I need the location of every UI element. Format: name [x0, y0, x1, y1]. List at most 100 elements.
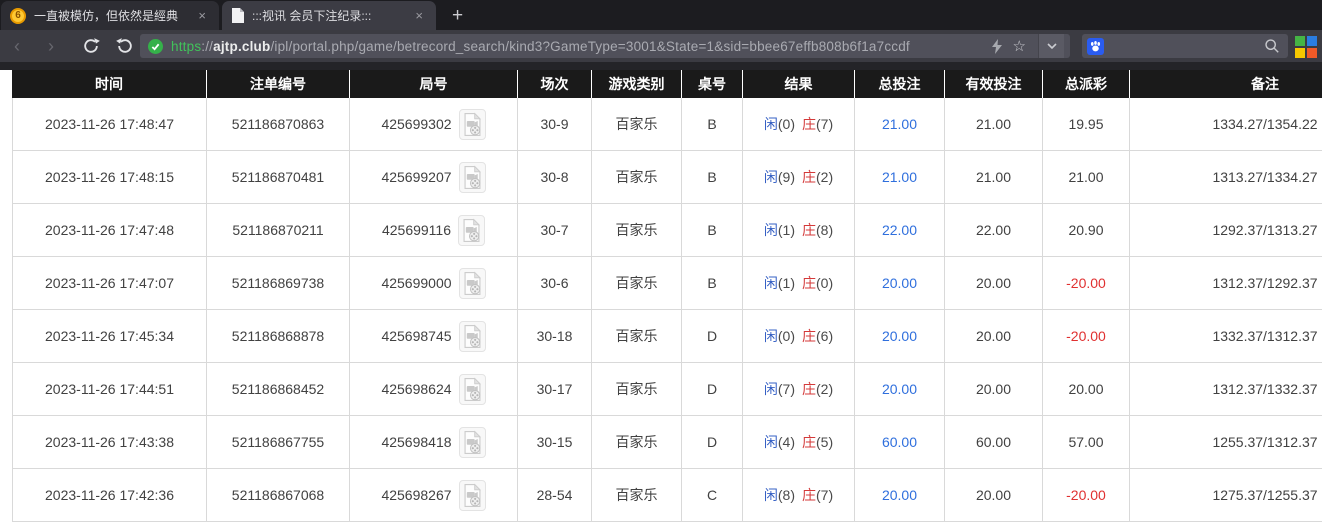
- search-box[interactable]: [1082, 34, 1288, 58]
- video-replay-button[interactable]: [458, 373, 486, 405]
- cell-total-bet[interactable]: 20.00: [855, 363, 945, 416]
- tab-bar: 6 一直被模仿，但依然是經典 × :::视讯 会员下注纪录::: × +: [0, 0, 1322, 30]
- player-points: (0): [777, 116, 795, 132]
- round-number: 425698418: [381, 434, 452, 450]
- forward-icon[interactable]: ›: [48, 36, 54, 56]
- undo-icon[interactable]: [108, 36, 142, 56]
- cell-round: 425698418: [350, 416, 518, 469]
- cell-round: 425698267: [350, 469, 518, 522]
- tab-classic-site[interactable]: 6 一直被模仿，但依然是經典 ×: [1, 1, 219, 30]
- bet-table-body: 2023-11-26 17:48:47 521186870863 4256993…: [12, 98, 1322, 522]
- column-header: 注单编号: [207, 70, 350, 98]
- cell-result: 闲(1) 庄(0): [743, 257, 855, 310]
- video-replay-button[interactable]: [458, 267, 486, 299]
- cell-total-bet[interactable]: 22.00: [855, 204, 945, 257]
- cell-session: 30-8: [518, 151, 592, 204]
- back-icon[interactable]: ‹: [14, 36, 20, 56]
- cell-bet-id: 521186867755: [207, 416, 350, 469]
- table-row: 2023-11-26 17:42:36 521186867068 4256982…: [12, 469, 1322, 522]
- cell-payout: 57.00: [1043, 416, 1130, 469]
- banker-label: 庄: [802, 434, 816, 450]
- video-replay-button[interactable]: [458, 320, 486, 352]
- cell-valid-bet: 20.00: [945, 469, 1043, 522]
- player-label: 闲: [763, 487, 778, 503]
- url-dropdown-icon[interactable]: [1038, 34, 1064, 58]
- cell-session: 28-54: [518, 469, 592, 522]
- column-header: 局号: [350, 70, 518, 98]
- cell-round: 425698745: [350, 310, 518, 363]
- bet-record-page: 时间 注单编号 局号 场次 游戏类别 桌号 结果 总投注 有效投注 总派彩 备注…: [0, 70, 1322, 532]
- tab-title: :::视讯 会员下注纪录:::: [252, 9, 372, 23]
- cell-bet-id: 521186867068: [207, 469, 350, 522]
- cell-total-bet[interactable]: 60.00: [855, 416, 945, 469]
- table-row: 2023-11-26 17:43:38 521186867755 4256984…: [12, 416, 1322, 469]
- cell-valid-bet: 60.00: [945, 416, 1043, 469]
- round-number: 425699207: [381, 169, 452, 185]
- cell-table-no: D: [682, 363, 743, 416]
- cell-game-type: 百家乐: [592, 310, 682, 363]
- player-label: 闲: [763, 434, 778, 450]
- banker-points: (8): [816, 222, 834, 238]
- banker-label: 庄: [802, 169, 816, 185]
- close-icon[interactable]: ×: [415, 8, 423, 23]
- video-file-icon: [464, 430, 481, 454]
- cell-game-type: 百家乐: [592, 204, 682, 257]
- cell-round: 425699000: [350, 257, 518, 310]
- banker-points: (5): [816, 434, 834, 450]
- cell-payout: 20.00: [1043, 363, 1130, 416]
- cell-payout: 19.95: [1043, 98, 1130, 151]
- video-replay-button[interactable]: [458, 426, 486, 458]
- cell-total-bet[interactable]: 20.00: [855, 310, 945, 363]
- cell-payout: 21.00: [1043, 151, 1130, 204]
- column-header: 总派彩: [1043, 70, 1130, 98]
- cell-remark: 1312.37/1292.37: [1130, 257, 1322, 310]
- browser-chrome: 6 一直被模仿，但依然是經典 × :::视讯 会员下注纪录::: × + ‹ ›…: [0, 0, 1322, 70]
- search-icon[interactable]: [1264, 38, 1280, 54]
- cell-total-bet[interactable]: 21.00: [855, 98, 945, 151]
- reload-icon[interactable]: [74, 36, 108, 56]
- cell-remark: 1292.37/1313.27: [1130, 204, 1322, 257]
- cell-result: 闲(4) 庄(5): [743, 416, 855, 469]
- player-points: (1): [777, 275, 795, 291]
- new-tab-button[interactable]: +: [452, 5, 464, 26]
- cell-total-bet[interactable]: 21.00: [855, 151, 945, 204]
- baidu-paw-icon[interactable]: [1087, 37, 1104, 55]
- video-replay-button[interactable]: [458, 161, 486, 193]
- banker-points: (7): [816, 487, 834, 503]
- cell-round: 425699302: [350, 98, 518, 151]
- cell-payout: -20.00: [1043, 469, 1130, 522]
- video-replay-button[interactable]: [458, 108, 486, 140]
- video-file-icon: [463, 218, 481, 242]
- cell-result: 闲(0) 庄(6): [743, 310, 855, 363]
- cell-bet-id: 521186870481: [207, 151, 350, 204]
- cell-table-no: B: [682, 98, 743, 151]
- video-replay-button[interactable]: [458, 479, 486, 511]
- cell-total-bet[interactable]: 20.00: [855, 469, 945, 522]
- cell-total-bet[interactable]: 20.00: [855, 257, 945, 310]
- cell-table-no: D: [682, 416, 743, 469]
- round-number: 425698745: [381, 328, 452, 344]
- column-header: 有效投注: [945, 70, 1043, 98]
- flash-icon[interactable]: [991, 38, 1003, 54]
- cell-bet-id: 521186868878: [207, 310, 350, 363]
- cell-valid-bet: 20.00: [945, 310, 1043, 363]
- cell-time: 2023-11-26 17:43:38: [12, 416, 207, 469]
- cell-remark: 1275.37/1255.37: [1130, 469, 1322, 522]
- round-number: 425699116: [381, 222, 452, 238]
- close-icon[interactable]: ×: [198, 8, 206, 23]
- tab-bet-record[interactable]: :::视讯 会员下注纪录::: ×: [222, 1, 436, 30]
- column-header: 时间: [12, 70, 207, 98]
- search-input[interactable]: [1104, 36, 1264, 56]
- cell-bet-id: 521186870211: [207, 204, 350, 257]
- table-row: 2023-11-26 17:47:48 521186870211 4256991…: [12, 204, 1322, 257]
- coin-favicon-icon: 6: [10, 7, 26, 24]
- bookmark-star-icon[interactable]: ☆: [1012, 37, 1026, 55]
- secure-check-icon: [148, 38, 163, 54]
- table-header-row: 时间 注单编号 局号 场次 游戏类别 桌号 结果 总投注 有效投注 总派彩 备注: [12, 70, 1322, 98]
- bet-record-table: 时间 注单编号 局号 场次 游戏类别 桌号 结果 总投注 有效投注 总派彩 备注…: [12, 70, 1322, 522]
- cell-valid-bet: 20.00: [945, 363, 1043, 416]
- browser-apps-grid-icon[interactable]: [1295, 36, 1317, 58]
- video-replay-button[interactable]: [458, 214, 486, 246]
- address-bar[interactable]: https://ajtp.club/ipl/portal.php/game/be…: [140, 34, 1070, 58]
- cell-game-type: 百家乐: [592, 257, 682, 310]
